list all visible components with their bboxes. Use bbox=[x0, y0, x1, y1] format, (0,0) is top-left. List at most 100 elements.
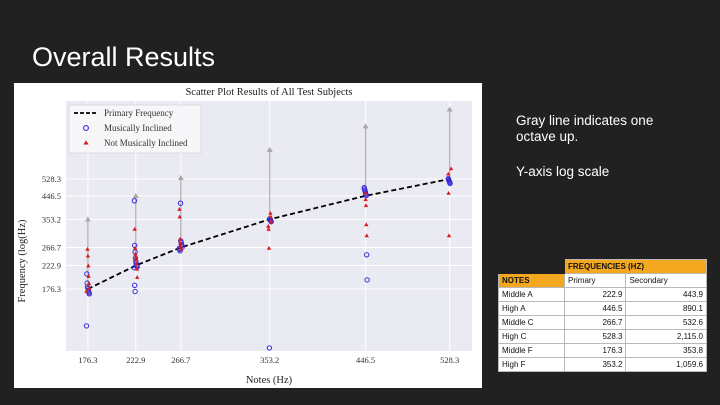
musical-point bbox=[266, 345, 273, 351]
non-musical-point bbox=[132, 226, 137, 231]
legend-label-primary: Primary Frequency bbox=[104, 108, 174, 118]
legend-label-musical: Musically Inclined bbox=[104, 123, 172, 133]
non-musical-point bbox=[177, 214, 182, 219]
octave-marker bbox=[177, 175, 184, 181]
octave-marker bbox=[132, 193, 139, 199]
musical-point bbox=[131, 198, 138, 204]
primary-cell: 222.9 bbox=[563, 287, 627, 302]
note-cell: High C bbox=[498, 329, 565, 344]
octave-marker bbox=[446, 106, 453, 112]
table-row: High A 446.5 890.1 bbox=[498, 301, 707, 316]
musical-point bbox=[84, 271, 90, 277]
non-musical-point bbox=[364, 222, 369, 227]
non-musical-point bbox=[85, 253, 91, 258]
notes-header: NOTES bbox=[498, 273, 565, 288]
musical-point bbox=[177, 200, 184, 206]
non-musical-point bbox=[86, 274, 91, 278]
non-musical-point bbox=[86, 263, 91, 268]
frequencies-header: FREQUENCIES (HZ) bbox=[564, 259, 707, 274]
primary-cell: 353.2 bbox=[563, 357, 627, 372]
table-group-header-row: FREQUENCIES (HZ) bbox=[498, 259, 707, 274]
table-row: Middle F 176.3 353.8 bbox=[498, 343, 707, 358]
non-musical-point bbox=[266, 223, 271, 228]
primary-frequency-layer bbox=[87, 178, 450, 290]
non-musical-point bbox=[179, 247, 184, 251]
legend: Primary Frequency Musically Inclined Not… bbox=[68, 104, 202, 154]
non-musical-points bbox=[84, 166, 454, 293]
chart-title: Scatter Plot Results of All Test Subject… bbox=[185, 87, 352, 98]
legend-box bbox=[68, 104, 202, 154]
table-column-header-row: NOTES Primary Secondary bbox=[498, 273, 707, 288]
non-musical-point bbox=[134, 261, 139, 266]
y-tick-label: 528.3 bbox=[42, 174, 61, 184]
y-tick-label: 176.3 bbox=[42, 284, 61, 294]
non-musical-point bbox=[84, 289, 89, 293]
non-musical-point bbox=[269, 219, 274, 224]
x-tick-label: 446.5 bbox=[356, 355, 375, 365]
octave-marker bbox=[362, 123, 369, 129]
non-musical-point bbox=[178, 244, 183, 248]
non-musical-point bbox=[133, 255, 138, 259]
note-octave: Gray line indicates one octave up. bbox=[516, 113, 654, 144]
non-musical-point bbox=[86, 281, 92, 286]
y-tick-label: 353.2 bbox=[42, 214, 61, 224]
secondary-cell: 443.9 bbox=[625, 287, 707, 302]
non-musical-point bbox=[266, 226, 271, 231]
non-musical-point bbox=[363, 203, 369, 208]
non-musical-point bbox=[177, 236, 183, 241]
non-musical-point bbox=[87, 285, 92, 290]
slide-title: Overall Results bbox=[32, 42, 216, 72]
non-musical-point bbox=[363, 197, 368, 202]
x-tick-label: 222.9 bbox=[126, 355, 145, 365]
non-musical-point bbox=[446, 233, 452, 238]
scatter-chart: 176.3 222.9 266.7 353.2 446.5 528.3 528.3 446.5… bbox=[14, 83, 482, 388]
musical-point bbox=[364, 277, 370, 283]
y-tick-label: 446.5 bbox=[42, 191, 61, 201]
non-musical-point bbox=[133, 251, 138, 256]
secondary-cell: 2,115.0 bbox=[625, 329, 707, 344]
note-cell: High F bbox=[498, 357, 565, 372]
secondary-header: Secondary bbox=[625, 273, 707, 288]
primary-cell: 446.5 bbox=[563, 301, 627, 316]
primary-header: Primary bbox=[563, 273, 627, 288]
secondary-cell: 532.6 bbox=[625, 315, 707, 330]
chart-svg: 176.3 222.9 266.7 353.2 446.5 528.3 528.3 446.5… bbox=[17, 87, 472, 386]
table-corner bbox=[498, 259, 565, 274]
y-tick-label: 266.7 bbox=[42, 243, 61, 253]
axis-ticks: 176.3 222.9 266.7 353.2 446.5 528.3 528.3 446.5… bbox=[42, 174, 459, 365]
note-cell: Middle A bbox=[498, 287, 565, 302]
legend-triangle-swatch bbox=[83, 140, 89, 145]
non-musical-point bbox=[266, 245, 272, 250]
table-row: Middle C 266.7 532.6 bbox=[498, 315, 707, 330]
non-musical-point bbox=[177, 207, 182, 211]
x-tick-label: 353.2 bbox=[260, 355, 279, 365]
table-row: High C 528.3 2,115.0 bbox=[498, 329, 707, 344]
secondary-cell: 890.1 bbox=[625, 301, 707, 316]
x-axis-label: Notes (Hz) bbox=[246, 375, 293, 386]
musical-point bbox=[364, 252, 370, 258]
musical-point bbox=[83, 323, 90, 329]
table-row: High F 353.2 1,059.6 bbox=[498, 357, 707, 372]
x-tick-label: 176.3 bbox=[78, 355, 97, 365]
non-musical-point bbox=[268, 211, 273, 215]
non-musical-point bbox=[364, 233, 369, 238]
y-tick-label: 222.9 bbox=[42, 260, 61, 270]
non-musical-point bbox=[132, 245, 138, 250]
x-tick-label: 266.7 bbox=[171, 355, 190, 365]
legend-label-non-musical: Not Musically Inclined bbox=[104, 138, 188, 148]
secondary-cell: 353.8 bbox=[625, 343, 707, 358]
non-musical-point bbox=[135, 275, 140, 279]
primary-cell: 266.7 bbox=[563, 315, 627, 330]
musical-point bbox=[86, 291, 93, 297]
note-log-scale: Y-axis log scale bbox=[516, 164, 610, 179]
musical-point bbox=[132, 288, 138, 295]
non-musical-point bbox=[446, 171, 451, 176]
musical-point bbox=[447, 180, 453, 187]
octave-marker bbox=[84, 216, 91, 222]
octave-marker bbox=[266, 146, 273, 152]
note-cell: Middle C bbox=[498, 315, 565, 330]
non-musical-point bbox=[134, 257, 139, 262]
note-cell: Middle F bbox=[498, 343, 565, 358]
table-row: Middle A 222.9 443.9 bbox=[498, 287, 707, 302]
primary-cell: 528.3 bbox=[563, 329, 627, 344]
